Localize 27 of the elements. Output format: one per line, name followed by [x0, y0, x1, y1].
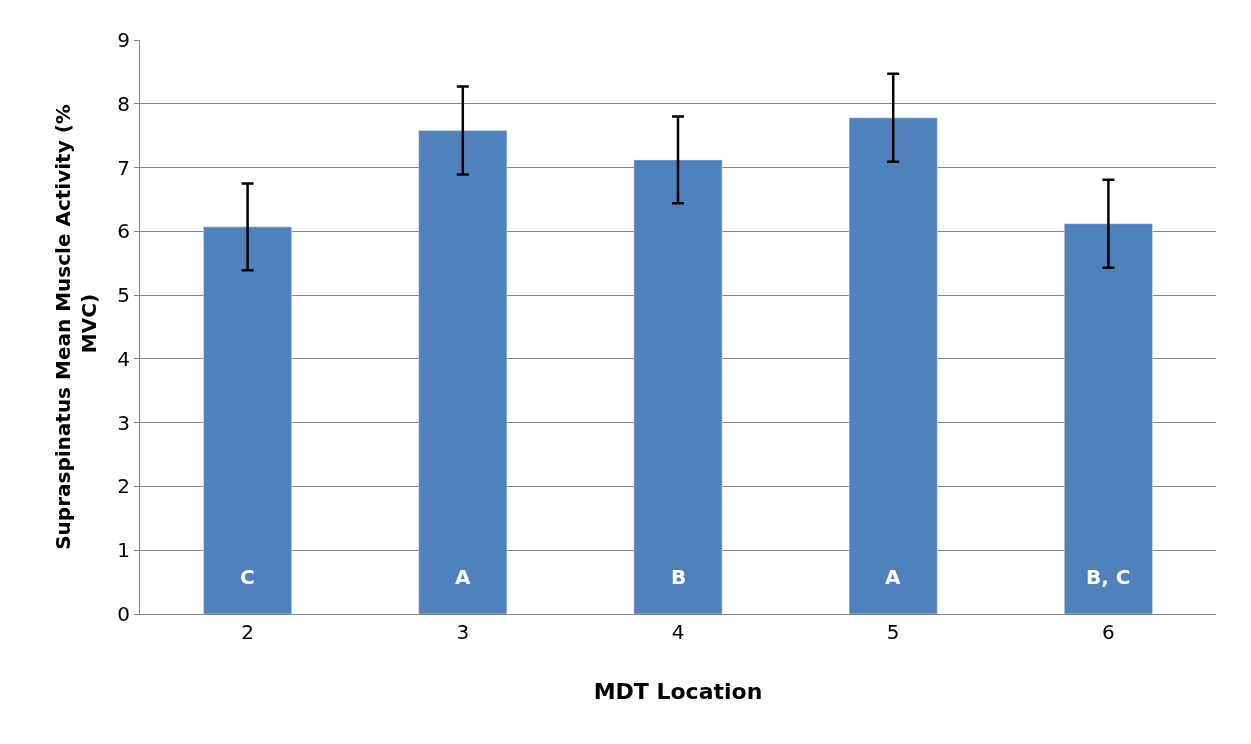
y-tick-label: 7	[117, 155, 130, 180]
y-axis-title: Supraspinatus Mean Muscle Activity (% MVC)	[50, 104, 101, 550]
y-tick-label: 6	[117, 219, 130, 244]
y-tick-label: 1	[117, 538, 130, 563]
annotation: A	[455, 565, 471, 589]
bar	[418, 130, 508, 614]
y-tick-label: 5	[117, 283, 130, 308]
x-axis-title: MDT Location	[593, 678, 763, 704]
x-tick-label: 6	[1102, 620, 1115, 644]
bar	[633, 159, 723, 614]
y-tick-label: 8	[117, 91, 130, 116]
y-tick-label: 2	[117, 474, 130, 499]
x-tick-label: 5	[886, 620, 900, 644]
x-tick-label: 4	[671, 620, 685, 644]
y-tick-label: 4	[117, 346, 130, 371]
bar	[1064, 223, 1153, 614]
bar	[203, 226, 292, 614]
y-tick-label: 9	[117, 28, 130, 52]
x-tick-label: 3	[456, 620, 470, 644]
x-tick-label: 2	[241, 620, 254, 644]
y-tick-label: 0	[117, 602, 130, 626]
annotation: B	[671, 565, 687, 589]
annotation: A	[885, 565, 901, 589]
annotation: C	[240, 565, 255, 589]
annotation: B, C	[1086, 565, 1131, 589]
bar	[848, 117, 938, 614]
y-tick-label: 3	[117, 410, 130, 435]
